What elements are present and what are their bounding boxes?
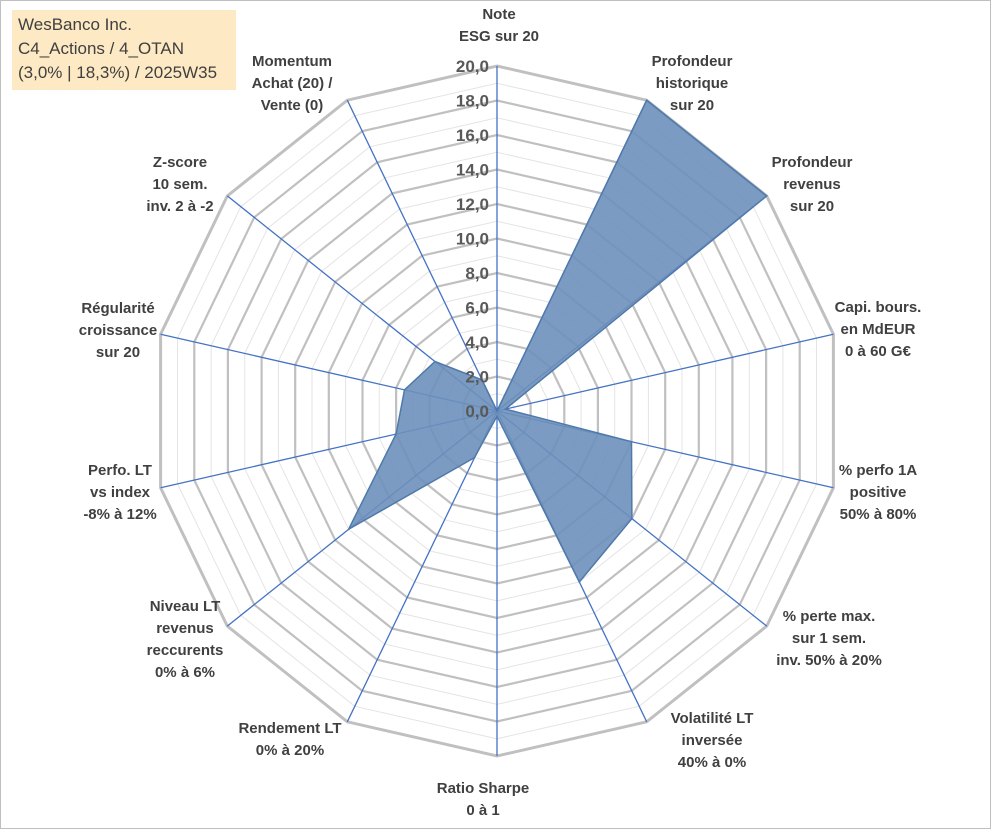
tick-label: 0,0 (465, 402, 489, 421)
tick-label: 8,0 (465, 264, 489, 283)
axis-label-capi-bours: Capi. bours. en MdEUR 0 à 60 G€ (834, 299, 922, 360)
axis-spoke (346, 410, 498, 723)
axis-spoke (496, 333, 834, 412)
data-series (346, 99, 768, 584)
tick-label: 10,0 (456, 230, 489, 249)
series-area (346, 99, 768, 584)
axis-label-z-score: Z-score 10 sem. inv. 2 à -2 (146, 154, 214, 215)
axis-label-ratio-sharpe: Ratio Sharpe 0 à 1 (436, 780, 530, 819)
tick-label: 12,0 (456, 195, 489, 214)
tick-label: 18,0 (456, 92, 489, 111)
title-category: C4_Actions / 4_OTAN (18, 39, 184, 58)
axis-label-esg: Note ESG sur 20 (458, 6, 540, 45)
axis-label-perfo-1a: % perfo 1A positive 50% à 80% (838, 462, 918, 523)
tick-label: 6,0 (465, 299, 489, 318)
axis-label-perte-max: % perte max. sur 1 sem. inv. 50% à 20% (776, 608, 882, 669)
tick-label: 4,0 (465, 333, 489, 352)
title-stats: (3,0% | 18,3%) / 2025W35 (18, 63, 218, 82)
tick-label: 14,0 (456, 161, 489, 180)
axis-label-niveau-revenus: Niveau LT revenus reccurents 0% à 6% (146, 598, 224, 681)
axis-label-profondeur-revenus: Profondeur revenus sur 20 (771, 154, 853, 215)
axis-label-momentum: Momentum Achat (20) / Vente (0) (251, 53, 333, 114)
axis-label-perfo-lt: Perfo. LT vs index -8% à 12% (83, 462, 157, 523)
axis-spoke (346, 99, 498, 412)
chart-title-box: WesBanco Inc. C4_Actions / 4_OTAN (3,0% … (12, 10, 236, 90)
tick-label: 20,0 (456, 57, 489, 76)
tick-label: 2,0 (465, 368, 489, 387)
axis-label-volatilite: Volatilité LT inversée 40% à 0% (670, 710, 754, 771)
title-company: WesBanco Inc. (18, 15, 133, 34)
axis-label-rendement-lt: Rendement LT 0% à 20% (238, 720, 342, 759)
tick-labels: 0,0 2,0 4,0 6,0 8,0 10,0 12,0 14,0 16,0 18,0 20,0 (456, 57, 489, 421)
axis-label-profondeur-historique: Profondeur historique sur 20 (651, 53, 733, 114)
tick-label: 16,0 (456, 126, 489, 145)
axis-label-regularite: Régularité croissance sur 20 (78, 300, 158, 361)
